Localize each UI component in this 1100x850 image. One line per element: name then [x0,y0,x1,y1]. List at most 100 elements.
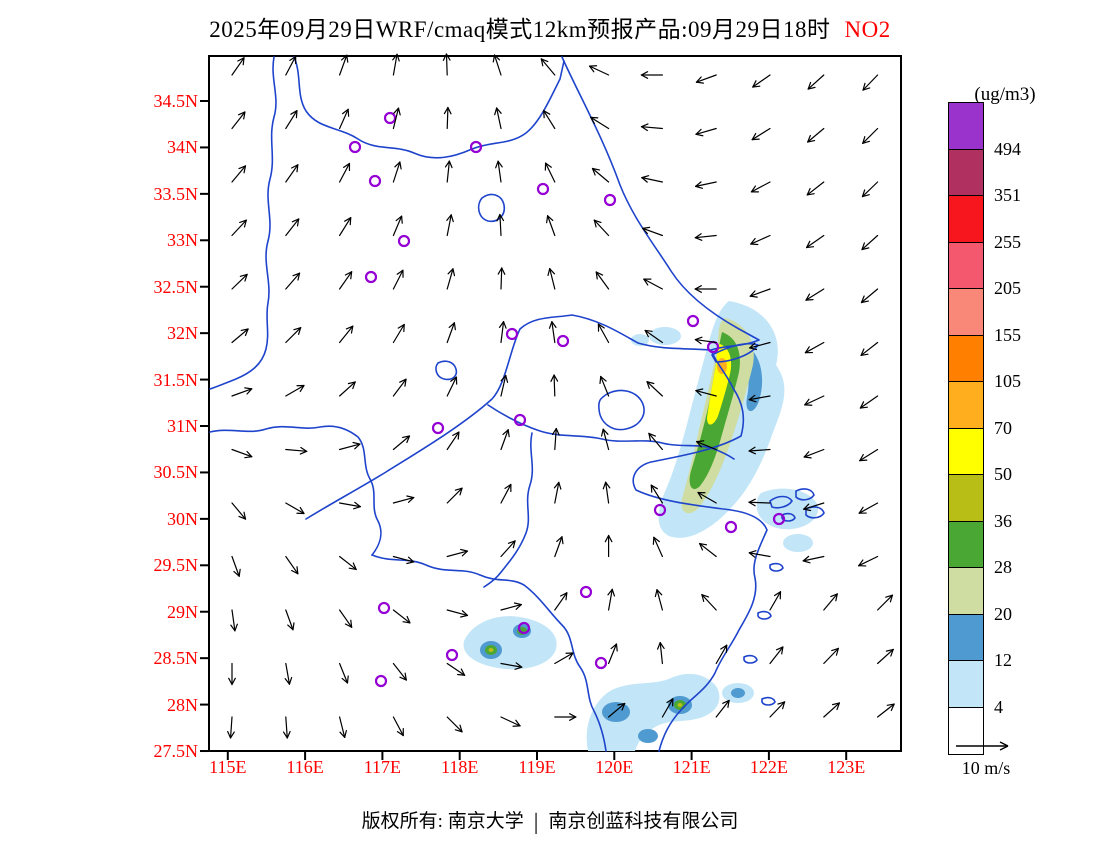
lat-tick-label: 28.5N [153,648,199,669]
wind-arrow [807,134,811,143]
wind-arrow [695,181,717,187]
wind-arrow [396,731,404,737]
wind-arrow [237,57,245,62]
wind-arrow [291,569,299,575]
wind-arrow [748,394,756,401]
wind-arrow [402,621,411,624]
wind-arrow [494,107,498,116]
wind-arrow [807,127,825,143]
wind-arrow [720,644,728,650]
wind-ref-head [999,745,1009,751]
wind-arrow [339,162,351,183]
wind-arrow [540,58,556,76]
wind-arrow [343,162,351,168]
legend-color-box [949,289,983,336]
wind-arrow [750,234,771,245]
wind-arrow [886,703,895,706]
wind-arrow [656,642,661,650]
wind-arrow [496,107,502,114]
wind-arrow [597,323,605,329]
station-marker [377,601,391,615]
lon-tick-label: 116E [286,757,324,777]
south-coast-olive [677,703,683,707]
yangtze-river [305,314,711,520]
lat-tick-label: 27.5N [153,741,199,762]
wind-arrow [769,646,784,665]
wind-arrow [392,716,404,737]
wind-arrow [442,53,448,61]
wind-arrow [805,246,815,249]
wind-arrow [353,506,361,510]
ningbo-sea-patch [783,534,813,552]
wind-arrow [404,378,407,387]
station-marker [556,334,570,348]
wind-arrow [861,189,866,198]
wind-arrow [749,347,758,351]
estuary-patch-2 [631,334,649,346]
wind-arrow [807,86,816,90]
wind-arrow [646,381,663,397]
wind-arrow [858,502,879,514]
legend-value-label: 494 [994,138,1021,159]
wind-arrow [339,443,361,451]
legend-value-label: 70 [994,417,1012,438]
wind-arrow [505,374,509,383]
wind-arrow [749,295,758,298]
wind-arrow [344,729,347,738]
east-sea-core [731,688,745,698]
wind-arrow [640,123,649,128]
station-marker [603,193,617,207]
wind-arrow [861,194,870,198]
wind-arrow [454,729,463,733]
legend-color-box [949,661,983,708]
wind-arrow [748,552,771,558]
wind-arrow [748,395,771,401]
wind-arrow [500,429,509,451]
wind-arrow [769,701,786,718]
island-8 [761,696,776,706]
wind-arrow [339,609,353,628]
wind-arrow [445,53,451,61]
wind-arrow [452,431,460,436]
wind-arrow [695,388,704,392]
wind-arrow [291,164,299,169]
wind-arrow [446,550,469,558]
wind-arrow [885,648,894,652]
wind-arrow [239,273,248,277]
wind-arrow [402,435,411,439]
wind-arrow [453,322,456,331]
marker-layer [348,111,786,688]
wind-arrow [460,548,469,552]
wind-arrow [748,501,756,507]
wind-arrow [299,384,305,393]
wind-arrow [399,161,402,170]
legend-value-label: 36 [994,510,1012,531]
wind-arrow [229,731,235,739]
lat-tick-label: 29.5N [153,555,199,576]
wind-arrow [540,58,544,67]
wind-arrow [396,269,404,275]
station-marker [348,140,362,154]
wind-arrow [339,731,346,738]
wind-arrow [862,87,871,91]
wind-arrow [285,609,294,631]
wind-arrow [446,662,466,676]
wind-arrow [227,730,232,739]
wind-arrow [547,268,551,277]
wind-arrow [339,54,348,76]
wind-arrow [507,540,516,544]
wind-arrow [446,609,469,617]
wind-arrow [551,321,557,328]
copyright-footer: 版权所有: 南京大学 | 南京创蓝科技有限公司 [0,806,1100,835]
wind-arrow [553,374,559,382]
wind-arrow [500,603,522,611]
wind-arrow [446,106,449,130]
wind-arrow [553,481,560,489]
wind-arrow [342,108,349,115]
station-marker [772,512,786,526]
wind-arrow [595,271,598,280]
wind-arrow [406,615,411,624]
lon-tick-label: 120E [595,757,634,777]
wind-arrow [697,491,703,500]
wind-arrow [890,648,894,657]
